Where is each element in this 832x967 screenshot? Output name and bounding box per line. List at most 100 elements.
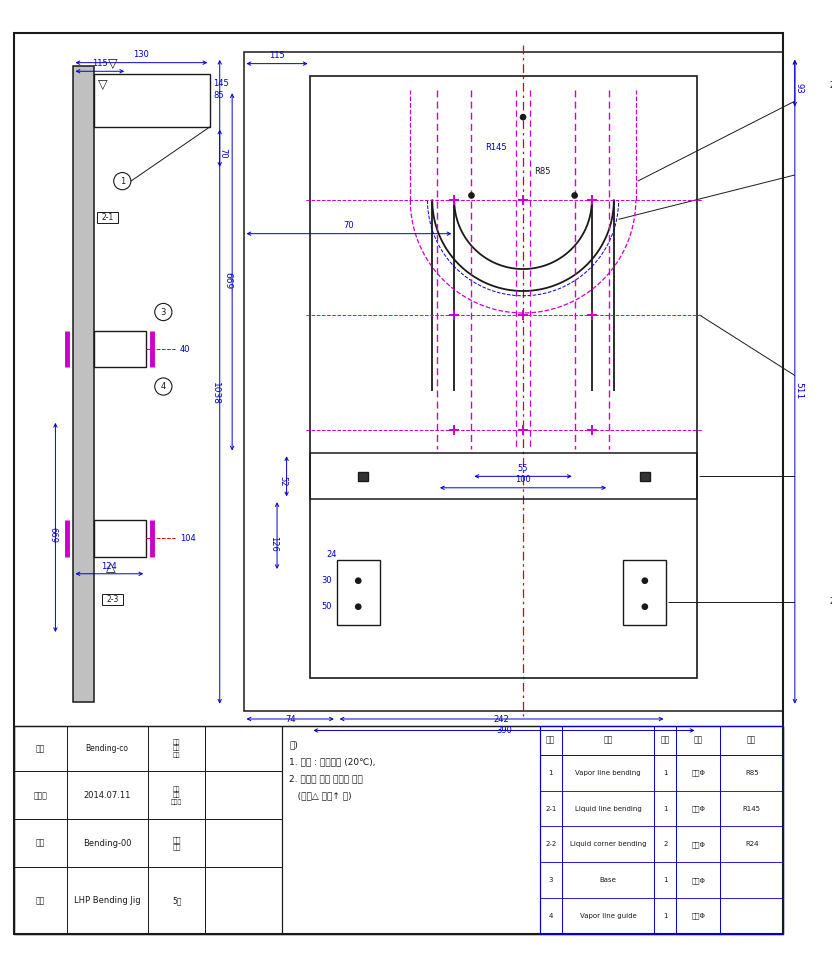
Text: 2. 구조물 차인 어시리 형상: 2. 구조물 차인 어시리 형상	[290, 775, 364, 783]
Text: 4: 4	[548, 913, 553, 919]
Text: 50: 50	[321, 602, 332, 611]
Text: ▽: ▽	[98, 78, 108, 91]
Bar	[72, 67, 94, 702]
Text: 30: 30	[321, 576, 332, 585]
Bar	[14, 725, 282, 934]
Text: 669: 669	[48, 527, 57, 543]
Text: 126: 126	[269, 536, 278, 551]
Text: 1: 1	[120, 177, 125, 186]
Text: 제목: 제목	[36, 896, 45, 905]
Text: 작성일: 작성일	[33, 791, 47, 800]
Text: 145: 145	[213, 79, 229, 88]
Text: 93: 93	[795, 83, 803, 94]
Text: 5도: 5도	[172, 896, 181, 905]
Bar	[540, 725, 784, 934]
Text: 115: 115	[270, 51, 285, 60]
Text: (공차△ 표시↑ 함): (공차△ 표시↑ 함)	[290, 792, 352, 801]
Bar	[310, 454, 697, 499]
Text: Base: Base	[600, 877, 617, 883]
Bar	[825, 596, 832, 608]
Text: 1: 1	[663, 770, 667, 776]
Text: 자재: 자재	[694, 736, 703, 745]
Text: 2: 2	[663, 841, 667, 847]
Circle shape	[468, 192, 475, 199]
Text: 제목: 제목	[36, 744, 45, 753]
Circle shape	[355, 577, 362, 584]
Text: LHP Bending Jig: LHP Bending Jig	[74, 896, 141, 905]
Text: 669: 669	[224, 272, 233, 289]
Circle shape	[641, 577, 648, 584]
Text: 주): 주)	[290, 740, 299, 749]
Bar	[825, 79, 832, 92]
Text: 수량: 수량	[661, 736, 670, 745]
Text: Bending-00: Bending-00	[82, 838, 131, 848]
Text: 번호: 번호	[546, 736, 555, 745]
Text: Bending-co: Bending-co	[86, 744, 128, 753]
Text: Vapor line guide: Vapor line guide	[580, 913, 636, 919]
Bar	[282, 725, 540, 934]
Text: 설계
검도
승인: 설계 검도 승인	[173, 740, 181, 758]
Text: R85: R85	[745, 770, 759, 776]
Text: 1. 재질 : 중앙이면 (20℃),: 1. 재질 : 중앙이면 (20℃),	[290, 757, 376, 766]
Text: 1: 1	[548, 770, 553, 776]
Text: Vapor line bending: Vapor line bending	[575, 770, 641, 776]
Bar	[640, 472, 650, 482]
Text: 24: 24	[326, 549, 337, 559]
Text: 390: 390	[496, 726, 512, 735]
Text: 도번: 도번	[36, 838, 45, 848]
Bar	[337, 560, 379, 625]
Text: 비고: 비고	[747, 736, 756, 745]
Text: 시설Φ: 시설Φ	[691, 770, 705, 777]
Text: 115: 115	[92, 59, 107, 69]
Text: 52: 52	[278, 477, 287, 486]
Text: 품명: 품명	[603, 736, 612, 745]
Text: 70: 70	[218, 148, 227, 159]
Text: 시설Φ: 시설Φ	[691, 913, 705, 920]
Text: R85: R85	[534, 167, 551, 176]
Text: 시설Φ: 시설Φ	[691, 806, 705, 812]
Text: 2-2: 2-2	[830, 598, 832, 606]
Text: 124: 124	[102, 562, 117, 571]
Text: Liquid corner bending: Liquid corner bending	[570, 841, 646, 847]
Text: 1: 1	[663, 877, 667, 883]
Bar	[623, 560, 666, 625]
Text: 2-1: 2-1	[545, 806, 557, 811]
Text: 1038: 1038	[211, 382, 220, 405]
Text: 74: 74	[285, 715, 295, 723]
Text: ▽: ▽	[108, 57, 117, 71]
Text: 시설Φ: 시설Φ	[691, 877, 705, 884]
Circle shape	[641, 603, 648, 610]
Text: △: △	[106, 562, 116, 574]
Text: 담당
팀장
부소장: 담당 팀장 부소장	[171, 786, 182, 805]
Text: 2-2: 2-2	[545, 841, 557, 847]
Bar	[97, 212, 118, 223]
Text: 511: 511	[795, 382, 803, 399]
Bar	[102, 594, 123, 605]
Text: 2-1: 2-1	[102, 213, 114, 222]
Text: 40: 40	[180, 345, 190, 354]
Text: 2-1: 2-1	[830, 81, 832, 90]
Bar	[94, 74, 210, 127]
Text: 척도
없음: 척도 없음	[172, 836, 181, 850]
Bar	[94, 520, 146, 557]
Circle shape	[520, 114, 527, 121]
Text: Liquid line bending: Liquid line bending	[575, 806, 641, 811]
Text: 130: 130	[133, 50, 149, 59]
Text: 85: 85	[213, 91, 224, 100]
Text: 2014.07.11: 2014.07.11	[83, 791, 131, 800]
Text: R24: R24	[745, 841, 759, 847]
Bar	[244, 52, 784, 712]
Text: 4: 4	[161, 382, 166, 391]
Text: R145: R145	[743, 806, 760, 811]
Text: 1: 1	[663, 913, 667, 919]
Text: 시설Φ: 시설Φ	[691, 841, 705, 848]
Text: 55: 55	[518, 463, 528, 473]
Text: R145: R145	[486, 143, 508, 152]
Bar	[359, 472, 368, 482]
Bar	[310, 76, 697, 678]
Text: 1: 1	[663, 806, 667, 811]
Text: 2-3: 2-3	[106, 595, 119, 604]
Circle shape	[572, 192, 578, 199]
Bar	[94, 331, 146, 367]
Text: 70: 70	[344, 220, 354, 230]
